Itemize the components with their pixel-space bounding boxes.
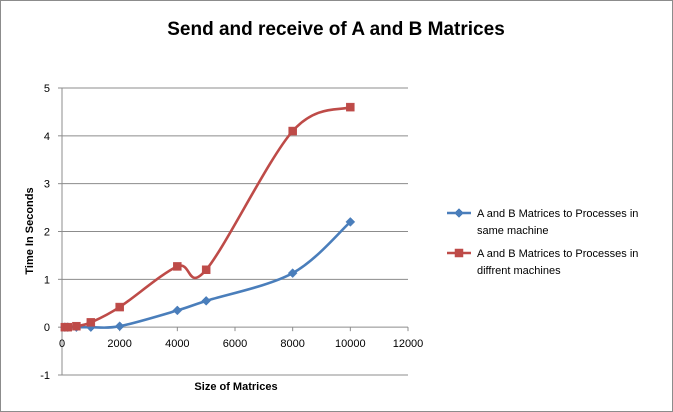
- legend: A and B Matrices to Processes in same mac…: [447, 208, 638, 277]
- diamond-marker: [114, 321, 125, 332]
- square-marker: [201, 265, 211, 275]
- square-marker: [346, 102, 355, 112]
- y-tick-label: 4: [44, 131, 50, 143]
- y-tick-labels: -1 0 1 2 3 4 5: [40, 83, 50, 382]
- x-tick-label: 8000: [280, 338, 304, 350]
- x-axis-title: Size of Matrices: [194, 381, 277, 393]
- square-marker: [173, 262, 182, 271]
- square-marker: [86, 318, 96, 327]
- chart-title: Send and receive of A and B Matrices: [167, 19, 505, 40]
- legend-marker-1: [454, 208, 464, 218]
- x-tick-labels: 0 2000 4000 6000 8000 10000 12000: [59, 338, 423, 350]
- y-tick-label: 3: [44, 179, 50, 191]
- x-tick-label: 6000: [223, 338, 247, 350]
- gridlines: [62, 87, 408, 376]
- square-marker: [115, 302, 124, 312]
- legend-label-2: A and B Matrices to Processes in diffrent…: [477, 248, 638, 277]
- legend-label-1: A and B Matrices to Processes in same mac…: [477, 208, 638, 237]
- series-markers: [60, 102, 356, 333]
- square-marker: [63, 322, 73, 332]
- x-tick-label: 2000: [107, 338, 131, 350]
- series-line-1: [63, 220, 352, 329]
- x-tick-label: 0: [59, 338, 65, 350]
- legend-marker-2: [454, 248, 464, 258]
- y-tick-label: -1: [40, 370, 50, 382]
- y-tick-label: 0: [44, 322, 50, 334]
- diamond-marker: [345, 217, 356, 227]
- diamond-marker: [287, 268, 298, 278]
- series-line-2: [63, 105, 352, 329]
- y-tick-label: 1: [44, 274, 50, 286]
- square-marker: [72, 321, 81, 331]
- x-tick-label: 4000: [165, 338, 189, 350]
- diamond-marker: [201, 296, 212, 306]
- y-axis-title: Time In Seconds: [24, 187, 36, 274]
- x-tick-label: 12000: [393, 338, 424, 350]
- x-tick-label: 10000: [335, 338, 366, 350]
- diamond-marker: [172, 305, 183, 316]
- square-marker: [288, 126, 297, 136]
- y-tick-label: 5: [44, 83, 50, 95]
- series-lines: [63, 105, 352, 329]
- y-tick-label: 2: [44, 227, 50, 239]
